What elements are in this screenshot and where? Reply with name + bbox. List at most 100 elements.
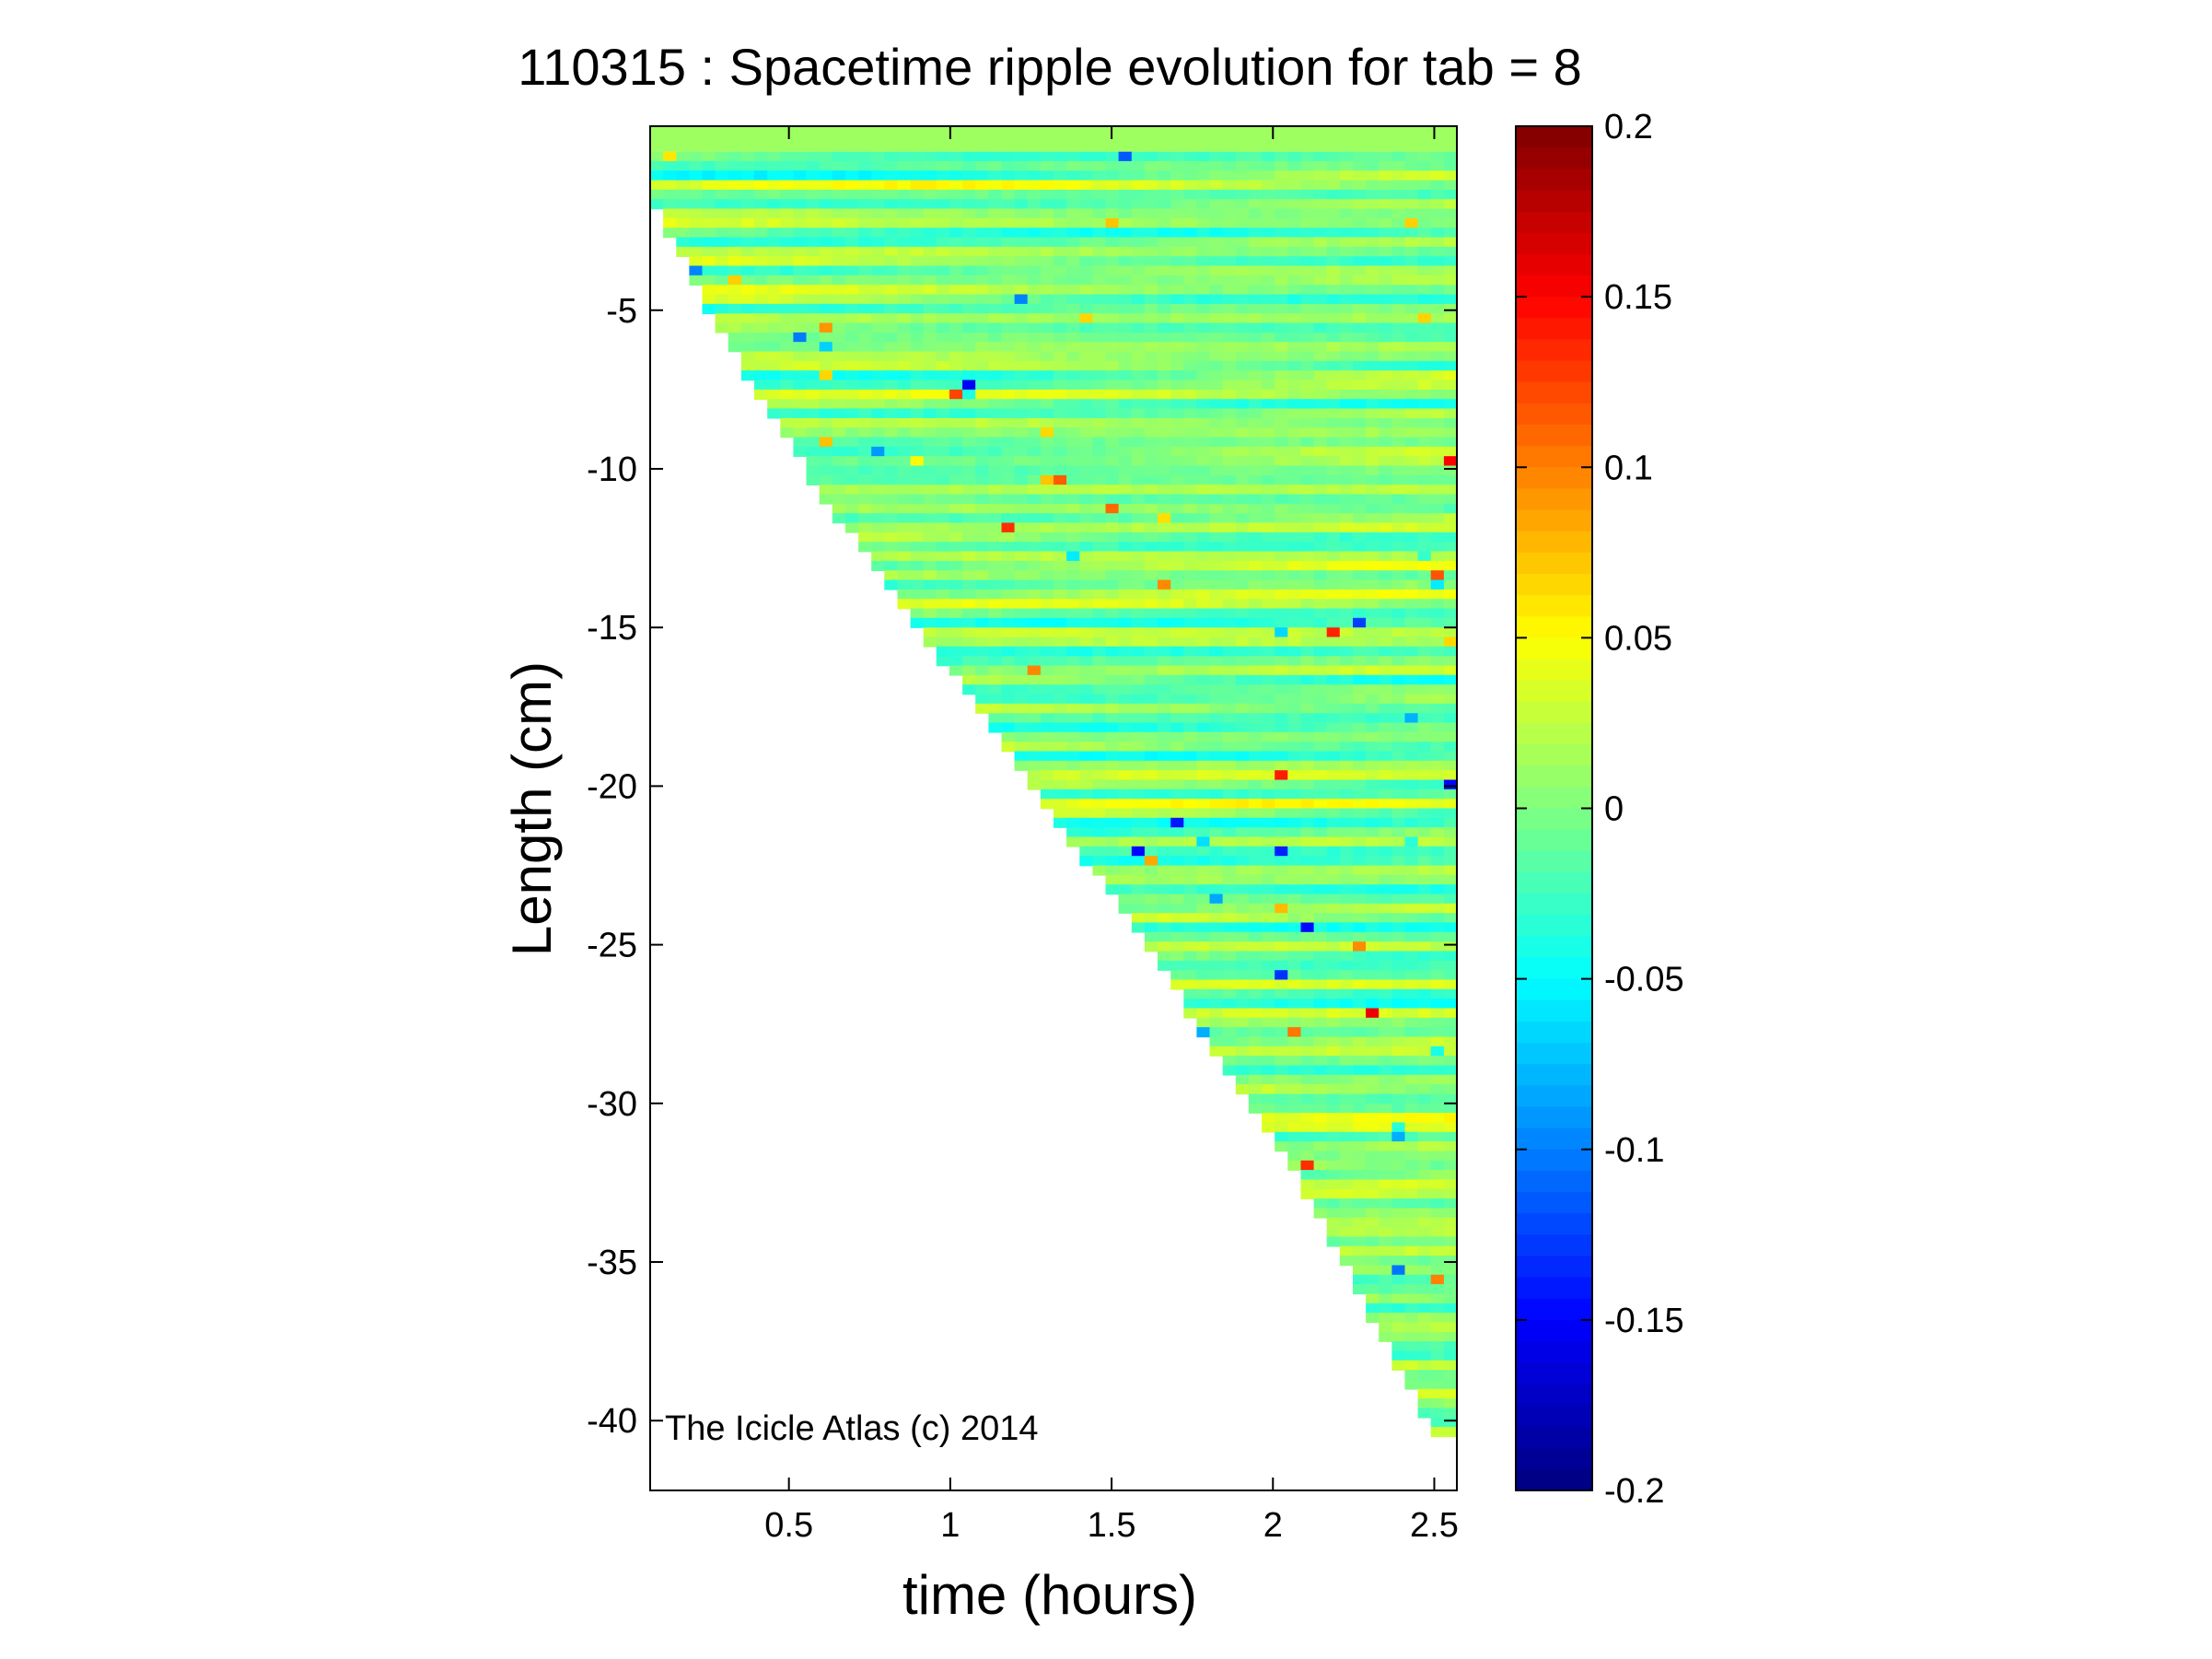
- heatmap-cell: [1131, 836, 1146, 847]
- heatmap-cell: [871, 313, 886, 324]
- heatmap-cell: [1339, 1046, 1354, 1057]
- heatmap-cell: [1209, 170, 1224, 181]
- heatmap-cell: [1131, 799, 1146, 810]
- heatmap-cell: [1313, 665, 1328, 676]
- heatmap-cell: [1066, 246, 1080, 257]
- heatmap-cell: [1196, 265, 1211, 276]
- heatmap-cell: [1443, 1341, 1458, 1352]
- heatmap-cell: [936, 485, 950, 496]
- heatmap-cell: [1443, 1245, 1458, 1256]
- colorbar-axis: 0.20.150.10.050-0.05-0.1-0.15-0.2: [1516, 108, 1684, 1511]
- heatmap-cell: [1430, 1188, 1445, 1199]
- heatmap-cell: [871, 256, 886, 267]
- heatmap-cell: [1209, 246, 1224, 257]
- heatmap-cell: [1339, 494, 1354, 505]
- heatmap-cell: [936, 456, 950, 467]
- heatmap-cell: [1313, 151, 1328, 162]
- heatmap-cell: [1222, 703, 1237, 714]
- heatmap-cell: [1443, 532, 1458, 543]
- heatmap-cell: [1391, 1036, 1406, 1047]
- heatmap-cell: [975, 656, 990, 667]
- heatmap-cell: [1417, 322, 1432, 333]
- heatmap-cell: [1300, 370, 1315, 381]
- heatmap-cell: [1222, 160, 1237, 171]
- heatmap-cell: [1417, 731, 1432, 742]
- heatmap-cell: [1404, 217, 1419, 228]
- heatmap-cell: [1222, 894, 1237, 905]
- heatmap-cell: [1183, 913, 1198, 924]
- heatmap-cell: [1430, 360, 1445, 371]
- heatmap-cell: [1417, 170, 1432, 181]
- heatmap-cell: [1391, 542, 1406, 553]
- heatmap-cell: [1430, 627, 1445, 638]
- heatmap-cell: [740, 208, 755, 219]
- heatmap-cell: [1131, 370, 1146, 381]
- heatmap-cell: [1379, 1313, 1393, 1324]
- heatmap-cell: [923, 189, 937, 200]
- heatmap-cell: [949, 446, 963, 457]
- heatmap-cell: [949, 570, 963, 581]
- heatmap-cell: [1391, 399, 1406, 410]
- heatmap-cell: [975, 665, 990, 676]
- heatmap-cell: [1235, 779, 1250, 790]
- heatmap-cell: [1391, 1074, 1406, 1085]
- heatmap-cell: [844, 513, 859, 524]
- heatmap-cell: [1391, 1256, 1406, 1267]
- heatmap-cell: [1326, 960, 1341, 971]
- heatmap-cell: [1001, 228, 1016, 239]
- heatmap-cell: [1404, 370, 1419, 381]
- heatmap-cell: [728, 332, 742, 343]
- heatmap-cell: [1209, 456, 1224, 467]
- heatmap-cell: [1366, 332, 1380, 343]
- heatmap-cell: [1105, 542, 1120, 553]
- colorbar-segment: [1516, 297, 1592, 319]
- heatmap-cell: [1404, 237, 1419, 248]
- heatmap-cell: [1054, 417, 1067, 428]
- heatmap-cell: [1430, 931, 1445, 942]
- heatmap-cell: [728, 322, 742, 333]
- heatmap-cell: [1196, 228, 1211, 239]
- heatmap-cell: [1209, 770, 1224, 781]
- heatmap-cell: [1353, 970, 1367, 981]
- heatmap-cell: [1170, 579, 1185, 590]
- heatmap-cell: [767, 265, 782, 276]
- heatmap-cell: [1222, 960, 1237, 971]
- heatmap-cell: [767, 160, 782, 171]
- heatmap-cell: [1326, 799, 1341, 810]
- heatmap-cell: [1092, 570, 1107, 581]
- heatmap-cell: [754, 170, 768, 181]
- heatmap-cell: [1391, 380, 1406, 391]
- heatmap-cell: [1404, 228, 1419, 239]
- heatmap-cell: [1144, 360, 1158, 371]
- heatmap-cell: [1443, 779, 1458, 790]
- heatmap-cell: [975, 256, 990, 267]
- heatmap-cell: [936, 579, 950, 590]
- heatmap-cell: [1235, 1046, 1250, 1057]
- heatmap-cell: [1417, 808, 1432, 819]
- heatmap-cell: [1339, 342, 1354, 353]
- heatmap-cell: [1001, 370, 1016, 381]
- heatmap-cell: [1391, 560, 1406, 571]
- heatmap-cell: [1287, 160, 1302, 171]
- heatmap-cell: [1262, 285, 1275, 296]
- heatmap-cell: [1313, 979, 1328, 990]
- heatmap-cell: [1366, 513, 1380, 524]
- heatmap-cell: [1158, 799, 1171, 810]
- heatmap-cell: [728, 189, 742, 200]
- heatmap-cell: [832, 265, 846, 276]
- heatmap-cell: [1040, 474, 1054, 485]
- heatmap-cell: [1248, 503, 1263, 514]
- heatmap-cell: [1417, 303, 1432, 314]
- heatmap-cell: [871, 560, 886, 571]
- heatmap-cell: [1379, 627, 1393, 638]
- heatmap-cell: [988, 408, 1003, 419]
- heatmap-cell: [1118, 742, 1133, 753]
- heatmap-cell: [884, 360, 899, 371]
- heatmap-cell: [1300, 674, 1315, 685]
- heatmap-cell: [897, 217, 912, 228]
- heatmap-cell: [1417, 160, 1432, 171]
- heatmap-cell: [1235, 894, 1250, 905]
- heatmap-cell: [897, 228, 912, 239]
- heatmap-cell: [1158, 770, 1171, 781]
- heatmap-cell: [1183, 351, 1198, 362]
